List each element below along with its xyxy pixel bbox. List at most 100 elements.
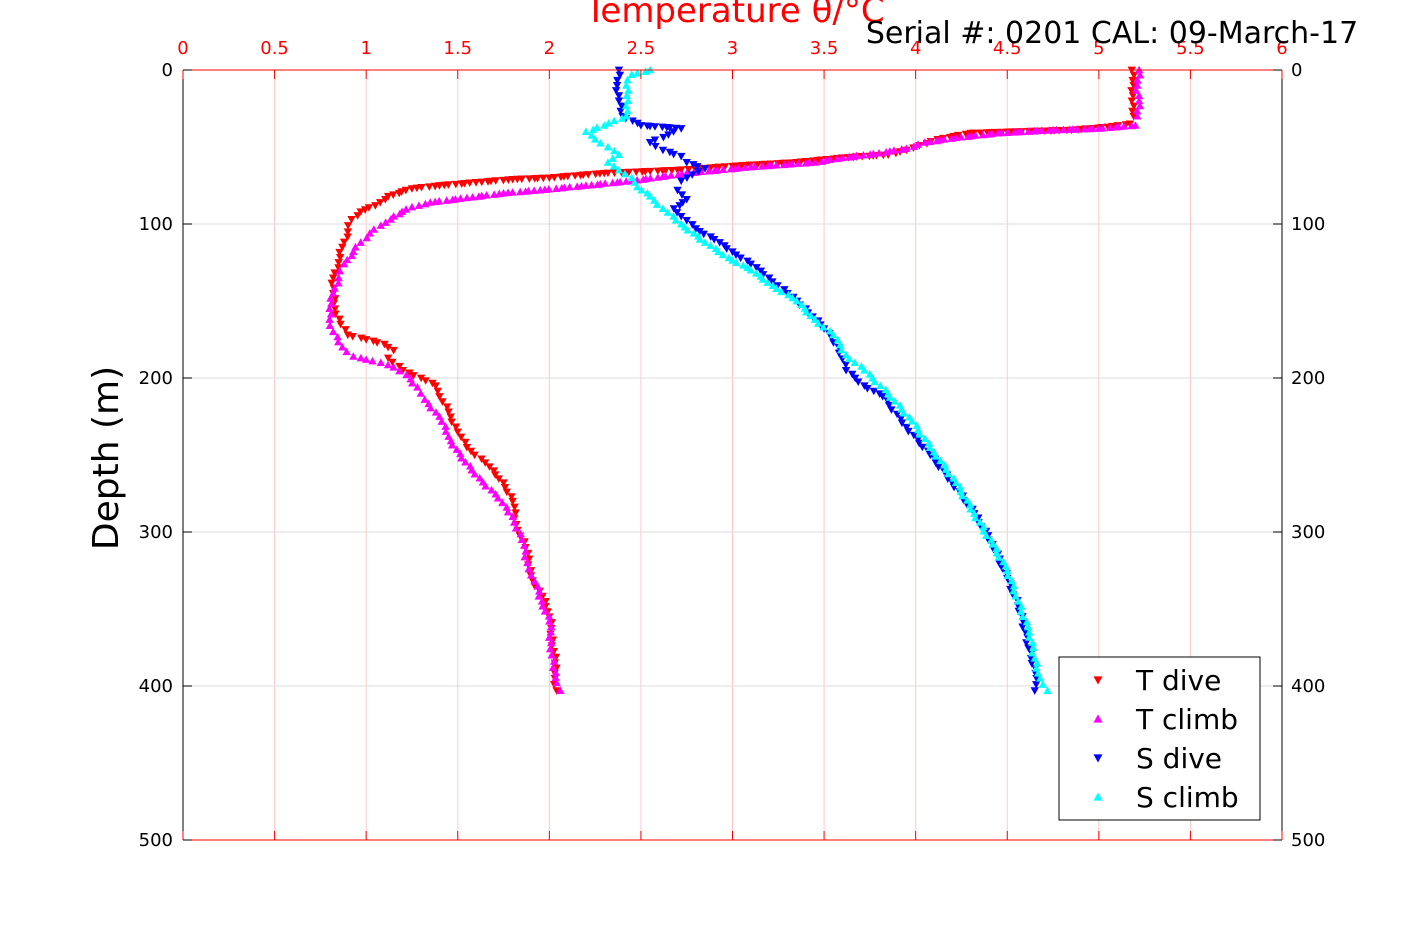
data-point-t-climb [658, 172, 667, 181]
data-point-t-climb [978, 130, 988, 139]
data-point-s-dive [682, 159, 691, 167]
x-tick-label: 3 [727, 38, 738, 59]
data-point-t-climb [457, 453, 466, 462]
data-point-s-climb [1017, 602, 1026, 610]
x-tick-label: 3.5 [810, 38, 839, 59]
data-point-t-dive [444, 408, 453, 417]
data-point-s-climb [951, 478, 961, 487]
data-point-s-climb [955, 482, 965, 491]
data-point-s-climb [971, 513, 980, 522]
data-point-t-climb [881, 148, 891, 156]
data-point-t-climb [1030, 126, 1039, 135]
data-point-t-climb [551, 668, 560, 677]
data-point-t-climb [416, 389, 425, 397]
data-point-t-climb [984, 130, 994, 138]
data-point-s-climb [1028, 638, 1037, 646]
data-point-s-climb [700, 238, 710, 246]
data-point-s-climb [627, 173, 636, 182]
data-point-s-climb [637, 185, 646, 194]
data-point-t-climb [362, 233, 371, 242]
data-point-t-dive [361, 336, 371, 344]
data-point-t-dive [491, 471, 500, 479]
data-point-s-climb [751, 269, 761, 277]
data-point-s-climb [581, 127, 591, 135]
data-point-t-dive [388, 358, 397, 367]
data-point-t-dive [383, 343, 393, 352]
data-point-t-climb [326, 294, 335, 302]
y-tick-label-right: 300 [1291, 522, 1325, 543]
data-point-s-climb [925, 443, 935, 451]
data-point-t-climb [1133, 112, 1142, 120]
data-point-s-climb [963, 496, 972, 504]
data-point-t-climb [1080, 124, 1089, 133]
data-point-t-dive [499, 176, 508, 185]
data-point-t-dive [446, 413, 455, 422]
data-point-t-dive [356, 208, 365, 216]
data-point-t-climb [490, 190, 499, 198]
data-point-t-climb [502, 503, 511, 511]
data-point-t-climb [897, 145, 906, 153]
data-point-s-dive [1027, 659, 1036, 668]
data-point-t-dive [330, 269, 339, 277]
data-point-s-climb [860, 366, 869, 374]
data-point-t-climb [963, 132, 973, 140]
data-point-s-climb [801, 307, 811, 316]
data-point-s-climb [944, 469, 953, 478]
data-point-s-climb [1022, 617, 1032, 626]
data-point-s-climb [1038, 680, 1048, 688]
data-point-t-climb [746, 162, 756, 171]
data-point-t-climb [402, 370, 411, 379]
data-point-t-dive [471, 179, 481, 187]
data-point-s-climb [758, 275, 767, 283]
data-point-s-climb [609, 162, 619, 170]
data-point-t-climb [386, 215, 395, 223]
data-point-t-climb [947, 134, 956, 142]
data-point-t-climb [468, 192, 477, 201]
data-point-t-climb [509, 518, 519, 526]
data-point-t-climb [909, 142, 919, 150]
x-tick-label: 5 [1093, 38, 1104, 59]
data-point-s-climb [763, 278, 772, 286]
data-point-t-climb [420, 395, 429, 403]
serial-calibration-header: Serial #: 0201 CAL: 09-March-17 [866, 16, 1358, 51]
data-point-s-climb [979, 522, 988, 531]
data-point-t-dive [720, 163, 730, 171]
data-point-t-climb [1132, 106, 1142, 115]
data-point-s-dive [650, 123, 660, 131]
data-point-t-dive [447, 418, 456, 427]
data-point-t-climb [545, 644, 555, 653]
data-point-t-climb [810, 158, 820, 166]
data-point-s-dive [896, 415, 906, 423]
data-point-t-climb [431, 197, 440, 206]
data-point-t-dive [541, 597, 550, 606]
data-point-s-climb [1009, 581, 1019, 590]
data-point-s-dive [1018, 623, 1027, 632]
data-point-t-climb [557, 183, 567, 192]
data-point-t-climb [779, 160, 789, 169]
data-point-s-dive [665, 124, 674, 132]
data-point-t-dive [462, 443, 472, 452]
data-point-t-climb [547, 651, 556, 659]
data-point-t-climb [548, 663, 558, 671]
data-point-s-dive [918, 443, 927, 452]
data-point-t-climb [330, 283, 339, 292]
data-point-t-dive [371, 202, 380, 210]
data-point-t-dive [576, 171, 585, 180]
data-point-s-climb [987, 535, 996, 544]
data-point-s-climb [966, 500, 975, 509]
data-point-s-climb [936, 456, 945, 465]
data-point-t-dive [334, 259, 343, 267]
data-point-s-climb [610, 116, 619, 125]
data-point-t-climb [817, 157, 827, 165]
data-point-t-climb [1044, 126, 1054, 134]
data-point-s-dive [709, 236, 719, 244]
data-point-t-dive [538, 592, 547, 601]
data-point-s-dive [752, 264, 761, 272]
data-point-t-dive [499, 479, 508, 487]
data-point-t-climb [565, 182, 574, 191]
data-point-t-climb [328, 289, 338, 297]
data-point-s-climb [622, 91, 631, 100]
data-point-s-dive [682, 196, 691, 204]
data-point-t-climb [349, 352, 358, 360]
